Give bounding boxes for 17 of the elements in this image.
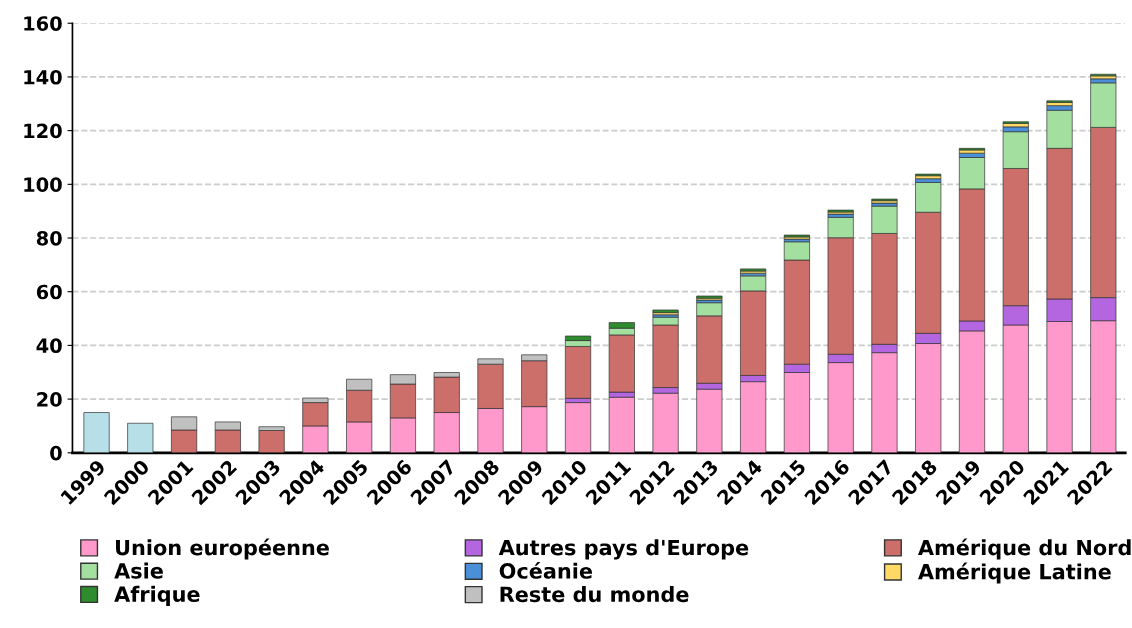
y-tick-label: 40 [36,338,62,354]
y-tick-label: 60 [36,284,62,300]
legend-label: Union européenne [116,538,329,560]
legend-label: Reste du monde [500,586,689,603]
legend-label: Autres pays d'Europe [498,539,749,560]
y-tick-label: 0 [50,445,62,461]
legend-label: Afrique [114,585,200,607]
legend-label: Asie [114,562,163,579]
legend-label: Amérique Latine [918,562,1111,584]
y-tick-label: 120 [24,123,62,139]
y-tick-label: 100 [24,177,62,192]
legend-label: Amérique du Nord [918,538,1131,560]
y-tick-label: 80 [36,230,62,246]
y-tick-label: 160 [24,16,62,31]
legend-label: Océanie [499,561,593,579]
y-tick-label: 140 [24,69,62,85]
y-tick-label: 20 [37,392,62,407]
